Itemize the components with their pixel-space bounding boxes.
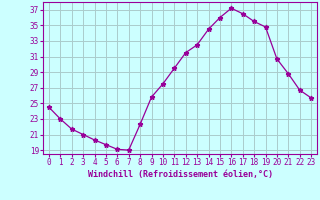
X-axis label: Windchill (Refroidissement éolien,°C): Windchill (Refroidissement éolien,°C)	[87, 170, 273, 179]
